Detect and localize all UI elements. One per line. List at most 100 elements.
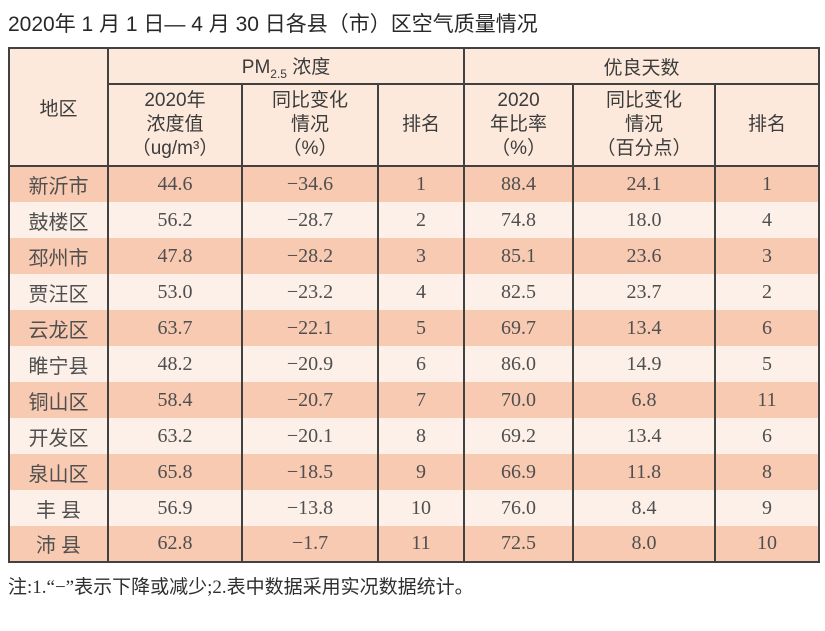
pm-rank-cell: 8: [376, 418, 466, 455]
header-days-rank: 排名: [714, 83, 821, 168]
table-row: 泉山区 65.8 −18.5 9 66.9 11.8 8: [8, 454, 821, 491]
header-pm-change: 同比变化 情况 （%）: [241, 83, 379, 168]
pm-rank-cell: 7: [376, 382, 466, 419]
region-cell: 贾汪区: [8, 274, 109, 311]
table-body: 新沂市 44.6 −34.6 1 88.4 24.1 1 鼓楼区 56.2 −28.7 2 74.8 1…: [8, 166, 821, 564]
days-change-cell: 14.9: [572, 346, 717, 383]
table-row: 丰 县 56.9 −13.8 10 76.0 8.4 9: [8, 490, 821, 527]
region-cell: 睢宁县: [8, 346, 109, 383]
table-row: 新沂市 44.6 −34.6 1 88.4 24.1 1: [8, 166, 821, 203]
region-cell: 鼓楼区: [8, 202, 109, 239]
region-cell: 铜山区: [8, 382, 109, 419]
pm-value-cell: 63.7: [107, 310, 243, 347]
table-row: 鼓楼区 56.2 −28.7 2 74.8 18.0 4: [8, 202, 821, 239]
days-ratio-cell: 70.0: [463, 382, 575, 419]
pm-rank-cell: 11: [376, 526, 466, 564]
header-days-ratio: 2020 年比率 （%）: [463, 83, 575, 168]
header-sub-row: 2020年 浓度值 （ug/m³） 同比变化 情况 （%） 排名 2020 年比…: [9, 83, 821, 168]
region-cell: 开发区: [8, 418, 109, 455]
days-ratio-cell: 76.0: [463, 490, 575, 527]
footnote: 注:1.“−”表示下降或减少;2.表中数据采用实况数据统计。: [8, 577, 474, 599]
days-rank-cell: 3: [714, 238, 821, 275]
pm-rank-cell: 4: [376, 274, 466, 311]
days-ratio-cell: 72.5: [463, 526, 575, 564]
table-row: 邳州市 47.8 −28.2 3 85.1 23.6 3: [8, 238, 821, 275]
days-ratio-cell: 69.7: [463, 310, 575, 347]
pm-value-cell: 56.2: [107, 202, 243, 239]
pm-value-cell: 47.8: [107, 238, 243, 275]
days-rank-cell: 2: [714, 274, 821, 311]
pm-rank-cell: 9: [376, 454, 466, 491]
days-ratio-cell: 69.2: [463, 418, 575, 455]
region-cell: 新沂市: [8, 166, 109, 203]
table-row: 铜山区 58.4 −20.7 7 70.0 6.8 11: [8, 382, 821, 419]
pm-rank-cell: 1: [376, 166, 466, 203]
days-ratio-cell: 66.9: [463, 454, 575, 491]
days-rank-cell: 11: [714, 382, 821, 419]
header-days-change: 同比变化 情况 （百分点）: [572, 83, 717, 168]
days-change-cell: 11.8: [572, 454, 717, 491]
pm-rank-cell: 6: [376, 346, 466, 383]
days-ratio-cell: 82.5: [463, 274, 575, 311]
days-rank-cell: 4: [714, 202, 821, 239]
header-pm-group: PM2.5 浓度: [106, 47, 466, 86]
pm-rank-cell: 5: [376, 310, 466, 347]
days-change-cell: 8.0: [572, 526, 717, 564]
days-rank-cell: 6: [714, 310, 821, 347]
pm-label-subscript: 2.5: [270, 66, 287, 81]
pm-change-cell: −20.1: [241, 418, 379, 455]
days-change-cell: 6.8: [572, 382, 717, 419]
days-rank-cell: 10: [714, 526, 821, 564]
air-quality-table: 地区 PM2.5 浓度 优良天数 2020年 浓度值 （ug/m³） 同比变化 …: [8, 47, 821, 564]
days-ratio-cell: 74.8: [463, 202, 575, 239]
table-row: 沛 县 62.8 −1.7 11 72.5 8.0 10: [8, 526, 821, 564]
days-ratio-cell: 85.1: [463, 238, 575, 275]
pm-change-cell: −22.1: [241, 310, 379, 347]
pm-value-cell: 65.8: [107, 454, 243, 491]
pm-value-cell: 48.2: [107, 346, 243, 383]
days-change-cell: 23.6: [572, 238, 717, 275]
days-rank-cell: 5: [714, 346, 821, 383]
pm-change-cell: −18.5: [241, 454, 379, 491]
region-cell: 泉山区: [8, 454, 109, 491]
days-rank-cell: 6: [714, 418, 821, 455]
days-ratio-cell: 86.0: [463, 346, 575, 383]
pm-value-cell: 63.2: [107, 418, 243, 455]
header-region: 地区: [8, 47, 109, 168]
days-rank-cell: 8: [714, 454, 821, 491]
pm-value-cell: 62.8: [107, 526, 243, 564]
days-rank-cell: 1: [714, 166, 821, 203]
header-pm-value: 2020年 浓度值 （ug/m³）: [107, 83, 243, 168]
table-row: 开发区 63.2 −20.1 8 69.2 13.4 6: [8, 418, 821, 455]
days-change-cell: 13.4: [572, 418, 717, 455]
days-rank-cell: 9: [714, 490, 821, 527]
pm-change-cell: −34.6: [241, 166, 379, 203]
page-title: 2020年 1 月 1 日— 4 月 30 日各县（市）区空气质量情况: [8, 13, 538, 36]
header-group-row: 地区 PM2.5 浓度 优良天数: [8, 47, 821, 168]
days-ratio-cell: 88.4: [463, 166, 575, 203]
days-change-cell: 8.4: [572, 490, 717, 527]
pm-change-cell: −28.7: [241, 202, 379, 239]
days-change-cell: 13.4: [572, 310, 717, 347]
region-cell: 云龙区: [8, 310, 109, 347]
pm-change-cell: −28.2: [241, 238, 379, 275]
pm-value-cell: 44.6: [107, 166, 243, 203]
pm-rank-cell: 10: [376, 490, 466, 527]
region-cell: 丰 县: [8, 490, 109, 527]
pm-value-cell: 56.9: [107, 490, 243, 527]
pm-label-prefix: PM: [241, 56, 271, 78]
table-row: 云龙区 63.7 −22.1 5 69.7 13.4 6: [8, 310, 821, 347]
pm-rank-cell: 2: [376, 202, 466, 239]
days-change-cell: 24.1: [572, 166, 717, 203]
region-cell: 邳州市: [8, 238, 109, 275]
pm-change-cell: −23.2: [241, 274, 379, 311]
pm-value-cell: 53.0: [107, 274, 243, 311]
pm-label-suffix: 浓度: [286, 56, 331, 78]
pm-change-cell: −20.9: [241, 346, 379, 383]
header-days-group: 优良天数: [463, 47, 821, 86]
region-cell: 沛 县: [8, 526, 109, 564]
pm-rank-cell: 3: [376, 238, 466, 275]
table-row: 睢宁县 48.2 −20.9 6 86.0 14.9 5: [8, 346, 821, 383]
days-change-cell: 18.0: [572, 202, 717, 239]
pm-change-cell: −20.7: [241, 382, 379, 419]
